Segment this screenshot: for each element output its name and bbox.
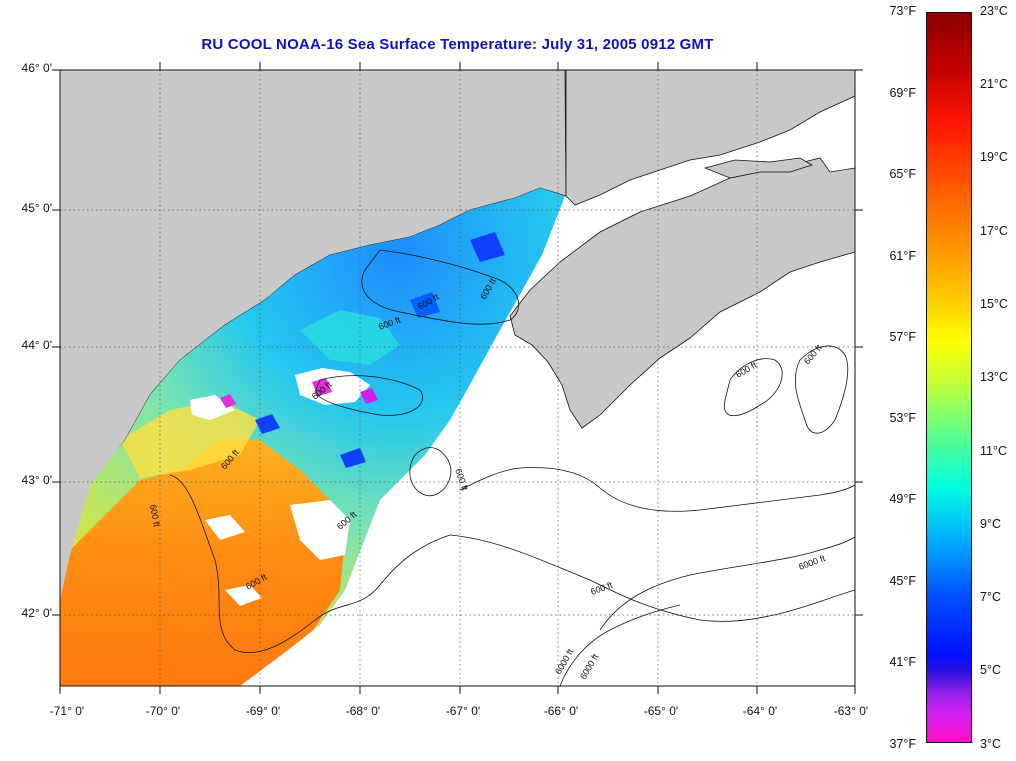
colorbar-celsius-label: 3°C [980,737,1001,751]
map-title: RU COOL NOAA-16 Sea Surface Temperature:… [201,36,714,53]
land-new-brunswick [565,70,855,206]
map-frame [59,69,856,687]
colorbar-fahrenheit-label: 65°F [889,167,916,181]
lon-label: -69° 0' [245,704,281,718]
colorbar-fahrenheit-label: 61°F [889,249,916,263]
colorbar-celsius-label: 13°C [980,370,1008,384]
colorbar-fahrenheit-label: 73°F [889,4,916,18]
lon-label: -67° 0' [445,704,481,718]
colorbar-celsius-label: 15°C [980,297,1008,311]
colorbar-celsius-label: 23°C [980,4,1008,18]
colorbar-celsius-label: 11°C [980,444,1008,458]
colorbar-fahrenheit-label: 57°F [889,330,916,344]
colorbar-celsius-label: 19°C [980,150,1008,164]
colorbar-fahrenheit-label: 49°F [889,492,916,506]
land-nova-scotia [509,157,855,429]
depth-label: 600 ft [148,504,162,528]
colorbar-celsius-label: 7°C [980,590,1001,604]
colorbar-fahrenheit-label: 37°F [889,737,916,751]
lat-label: 46° 0' [21,61,52,75]
lat-label: 43° 0' [21,473,52,487]
lon-label: -65° 0' [643,704,679,718]
colorbar-celsius-label: 9°C [980,517,1001,531]
lat-label: 44° 0' [21,338,52,352]
colorbar-fahrenheit-label: 53°F [889,411,916,425]
lon-label: -68° 0' [345,704,381,718]
lon-label: -66° 0' [543,704,579,718]
temperature-colorbar [926,12,972,743]
colorbar-fahrenheit-label: 69°F [889,86,916,100]
graticule [60,70,855,686]
bathymetry-contours [169,249,855,686]
land-pei [703,157,813,179]
lat-label: 45° 0' [21,201,52,215]
colorbar-celsius-label: 17°C [980,224,1008,238]
colorbar-fahrenheit-label: 41°F [889,655,916,669]
lon-label: -70° 0' [145,704,181,718]
colorbar-celsius-label: 21°C [980,77,1008,91]
colorbar-fahrenheit-label: 45°F [889,574,916,588]
lon-label: -63° 0' [833,704,869,718]
lon-label: -71° 0' [49,704,85,718]
lon-label: -64° 0' [742,704,778,718]
lat-label: 42° 0' [21,606,52,620]
colorbar-celsius-label: 5°C [980,663,1001,677]
